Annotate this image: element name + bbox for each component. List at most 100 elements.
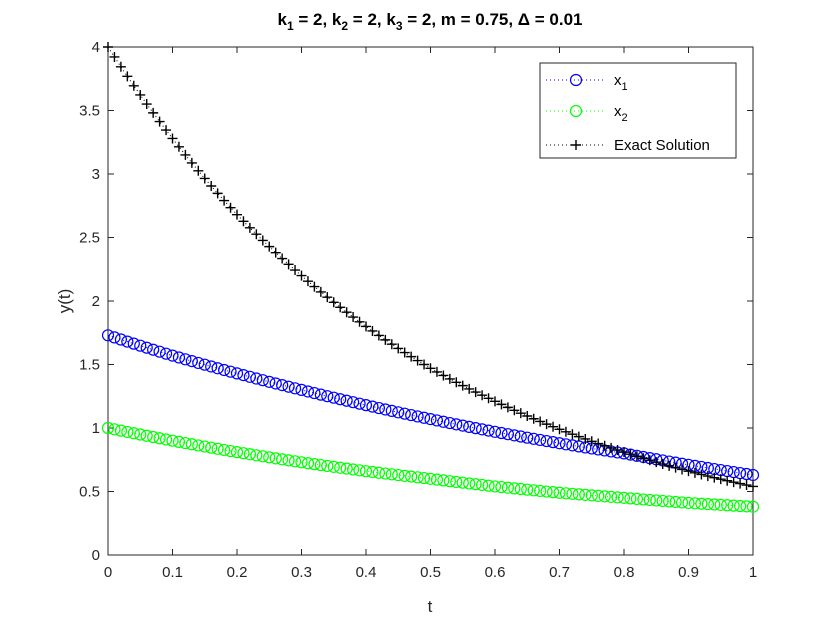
data-point xyxy=(586,436,597,447)
data-point xyxy=(380,334,391,345)
data-point xyxy=(425,363,436,374)
data-point xyxy=(237,369,250,382)
data-point xyxy=(515,408,526,419)
data-point xyxy=(677,464,688,475)
data-point xyxy=(276,453,289,466)
data-point xyxy=(270,247,281,258)
data-point xyxy=(670,462,681,473)
data-point xyxy=(606,442,617,453)
data-point xyxy=(134,339,147,352)
legend-label: x1 xyxy=(614,72,628,93)
data-point xyxy=(141,99,152,110)
data-point xyxy=(424,472,437,485)
data-point xyxy=(624,448,637,461)
data-point xyxy=(282,454,295,467)
data-point xyxy=(514,430,527,443)
data-point xyxy=(651,457,662,468)
data-point xyxy=(135,89,146,100)
data-point xyxy=(341,307,352,318)
y-tick-label: 1 xyxy=(92,420,100,437)
data-point xyxy=(205,360,218,373)
x-tick-label: 0.3 xyxy=(291,564,312,581)
data-point xyxy=(263,451,276,464)
data-point xyxy=(237,447,250,460)
data-point xyxy=(451,377,462,388)
data-point xyxy=(367,325,378,336)
data-point xyxy=(490,396,500,407)
data-point xyxy=(172,435,186,448)
data-point xyxy=(244,222,255,233)
data-point xyxy=(269,452,282,465)
data-point xyxy=(264,241,275,252)
data-point xyxy=(108,423,121,436)
data-point xyxy=(238,216,249,227)
data-point xyxy=(631,451,642,462)
data-point xyxy=(295,456,308,469)
data-point xyxy=(450,418,463,431)
data-point xyxy=(179,353,192,366)
data-point xyxy=(347,463,360,476)
x-tick-label: 1 xyxy=(749,564,757,581)
data-point xyxy=(101,329,115,342)
data-point xyxy=(456,419,469,432)
data-point xyxy=(553,486,566,499)
data-point xyxy=(708,498,721,511)
data-point xyxy=(437,415,450,428)
data-point xyxy=(592,489,605,502)
data-point xyxy=(553,437,566,450)
data-point xyxy=(560,426,571,437)
data-point xyxy=(688,497,702,510)
data-point xyxy=(185,438,198,451)
data-point xyxy=(127,337,140,350)
data-point xyxy=(476,423,489,436)
data-point xyxy=(548,421,559,432)
data-point xyxy=(243,448,256,461)
data-point xyxy=(153,432,166,445)
legend-entry-1: x1 xyxy=(546,72,628,93)
legend: x1 x2 Exact Solution xyxy=(539,62,737,159)
title-rest: = 2, m = 0.75, Δ = 0.01 xyxy=(403,10,583,29)
data-point xyxy=(722,475,733,486)
title-k1-sub: 1 xyxy=(287,19,294,33)
data-point xyxy=(193,165,204,176)
data-point xyxy=(733,466,747,480)
y-tick-label: 2.5 xyxy=(79,230,100,247)
data-point xyxy=(192,439,205,452)
data-point xyxy=(186,157,197,168)
data-point xyxy=(309,281,320,292)
data-point xyxy=(109,51,120,62)
data-point xyxy=(232,209,242,220)
data-point xyxy=(567,429,578,440)
data-point xyxy=(379,403,392,416)
data-point xyxy=(205,441,218,454)
data-point xyxy=(521,431,534,444)
data-point xyxy=(501,481,514,494)
data-point xyxy=(314,458,327,472)
data-point xyxy=(741,480,752,491)
data-point xyxy=(392,406,405,419)
data-point xyxy=(469,478,482,491)
x-tick-label: 0.9 xyxy=(678,564,699,581)
data-point xyxy=(748,481,758,492)
data-point xyxy=(173,141,184,152)
data-point xyxy=(746,468,760,482)
data-point xyxy=(166,349,179,362)
data-point xyxy=(637,493,650,506)
data-point xyxy=(617,491,631,504)
y-tick-label: 3 xyxy=(92,166,100,183)
data-point xyxy=(206,180,217,191)
data-point xyxy=(477,390,488,401)
data-point xyxy=(431,366,442,377)
data-point xyxy=(250,372,263,385)
data-point xyxy=(638,453,649,464)
data-point xyxy=(438,370,449,381)
data-point xyxy=(127,427,140,440)
data-point xyxy=(644,455,655,466)
data-point xyxy=(412,355,423,366)
data-point xyxy=(702,471,713,482)
y-axis-label: y(t) xyxy=(55,289,74,314)
data-point xyxy=(161,125,172,136)
data-point xyxy=(709,472,720,483)
data-point xyxy=(121,425,134,439)
x-tick-label: 0.6 xyxy=(485,564,506,581)
